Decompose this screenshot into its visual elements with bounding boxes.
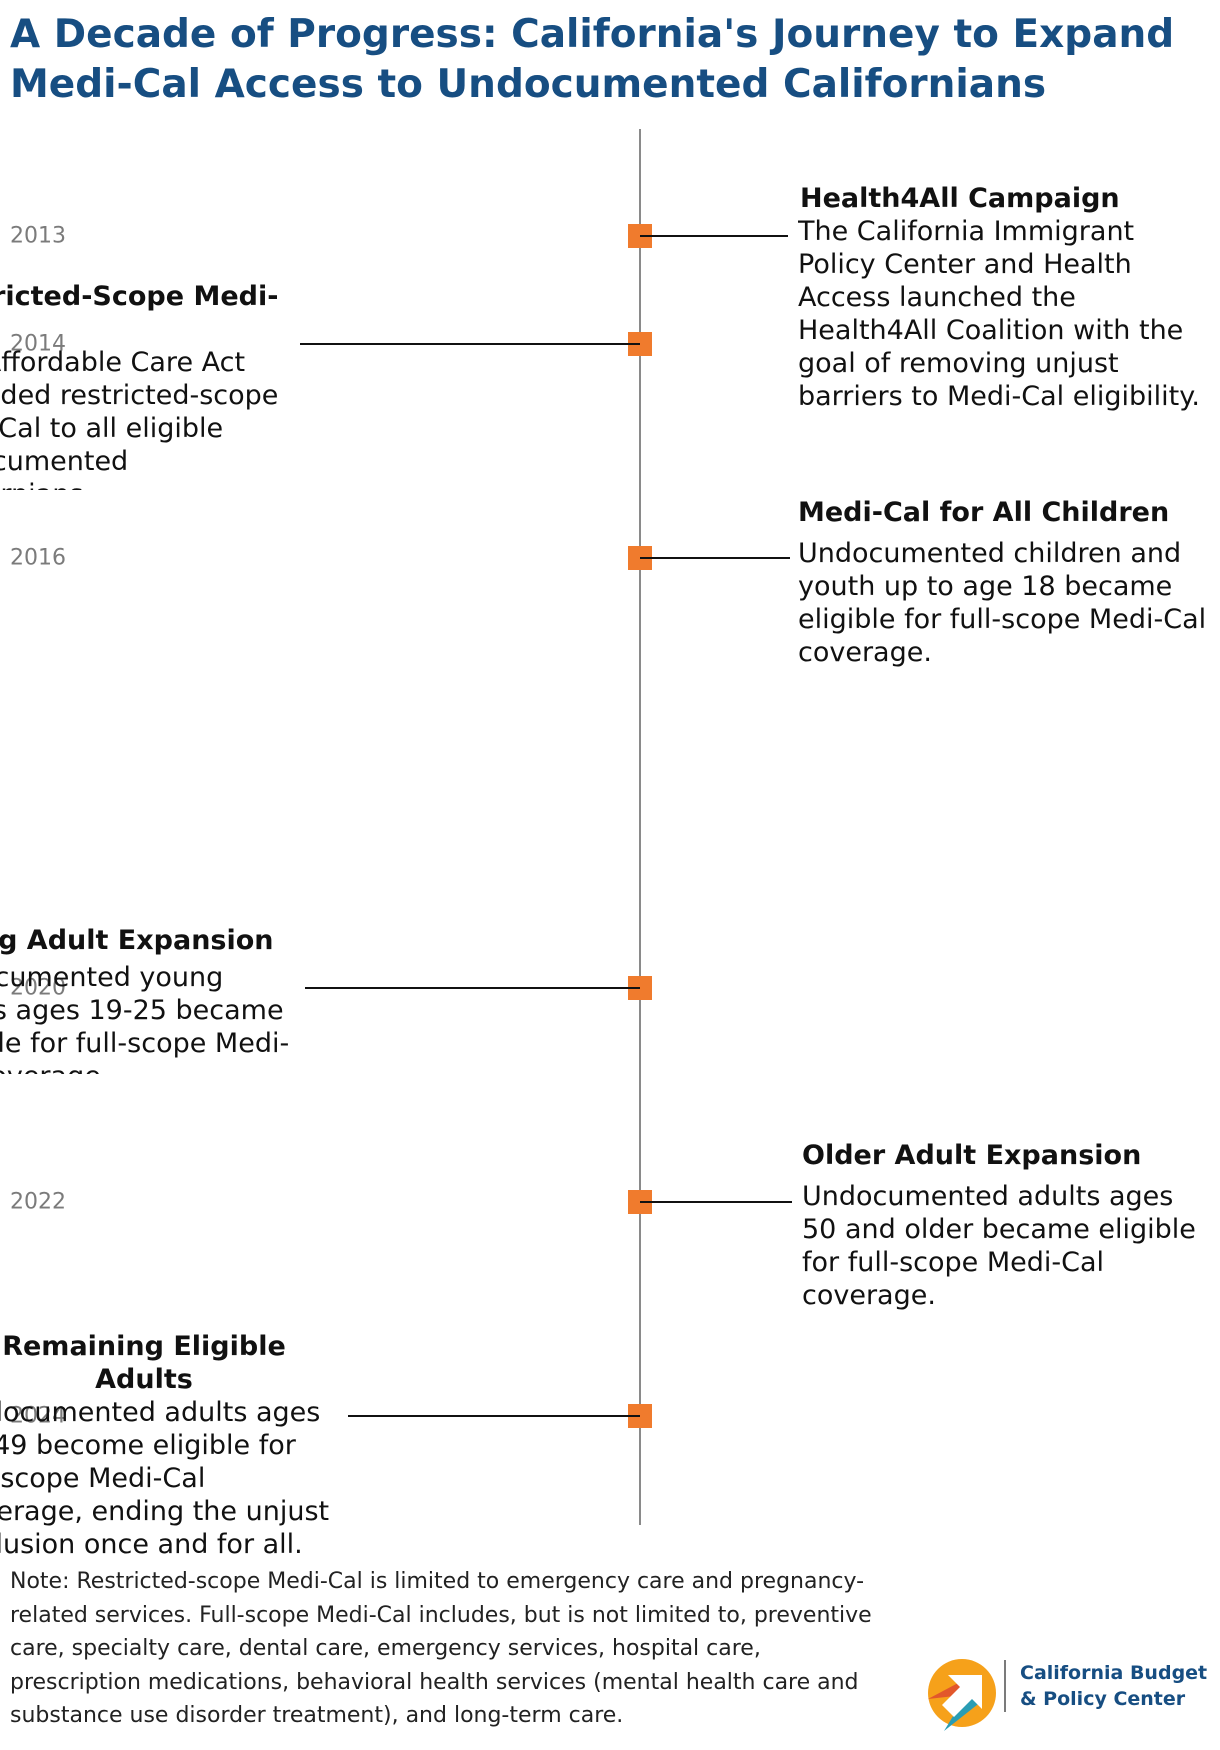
event-description: Undocumented young adults ages 19-25 bec… [0,962,290,1074]
event-title: Health4All Campaign [800,183,1120,214]
page-title: A Decade of Progress: California's Journ… [10,12,1175,107]
event-description: The California Immigrant Policy Center a… [798,216,1200,412]
cbpc-logo-icon [928,1659,996,1731]
connector-2013 [640,235,788,237]
year-label-2022: 2022 [10,1189,66,1215]
event-clip-2014: Restricted-Scope Medi-Cal The Affordable… [0,280,310,490]
timeline-event-2014: Restricted-Scope Medi-Cal The Affordable… [0,280,304,490]
event-title: Restricted-Scope Medi-Cal [0,281,279,312]
event-description: Undocumented children and youth up to ag… [798,538,1207,668]
timeline-event-2022: Older Adult Expansion Undocumented adult… [802,1139,1208,1312]
connector-2016 [640,557,790,559]
event-title: Medi-Cal for All Children [798,497,1170,528]
org-name-line2: & Policy Center [1020,1688,1186,1710]
year-label-2014: 2014 [10,331,66,357]
connector-2024 [348,1415,640,1417]
org-name: California Budget & Policy Center [1004,1660,1207,1712]
event-title: Remaining Eligible Adults [2,1331,286,1395]
year-label-2024: 2024 [10,1403,66,1429]
event-title: Older Adult Expansion [802,1140,1142,1171]
year-label-2013: 2013 [10,223,66,249]
timeline-event-2024: Remaining Eligible Adults Undocumented a… [0,1330,339,1561]
timeline-event-2016: Medi-Cal for All Children Undocumented c… [798,496,1208,669]
timeline-event-2020: Young Adult Expansion Undocumented young… [0,924,304,1074]
footnote: Note: Restricted-scope Medi-Cal is limit… [10,1569,872,1728]
event-description: Undocumented adults ages 26-49 become el… [0,1397,330,1560]
year-label-2016: 2016 [10,545,66,571]
event-clip-2024: Remaining Eligible Adults Undocumented a… [0,1330,345,1562]
connector-2020 [305,987,640,989]
connector-2022 [640,1201,792,1203]
timeline-event-2013: Health4All Campaign The California Immig… [798,182,1208,413]
org-name-line1: California Budget [1020,1662,1208,1684]
event-description: Undocumented adults ages 50 and older be… [802,1181,1196,1311]
connector-2014 [300,343,640,345]
event-description: The Affordable Care Act extended restric… [0,347,279,490]
event-title: Young Adult Expansion [0,925,274,956]
year-label-2020: 2020 [10,975,66,1001]
timeline-axis [639,129,641,1525]
event-clip-2020: Young Adult Expansion Undocumented young… [0,924,310,1074]
